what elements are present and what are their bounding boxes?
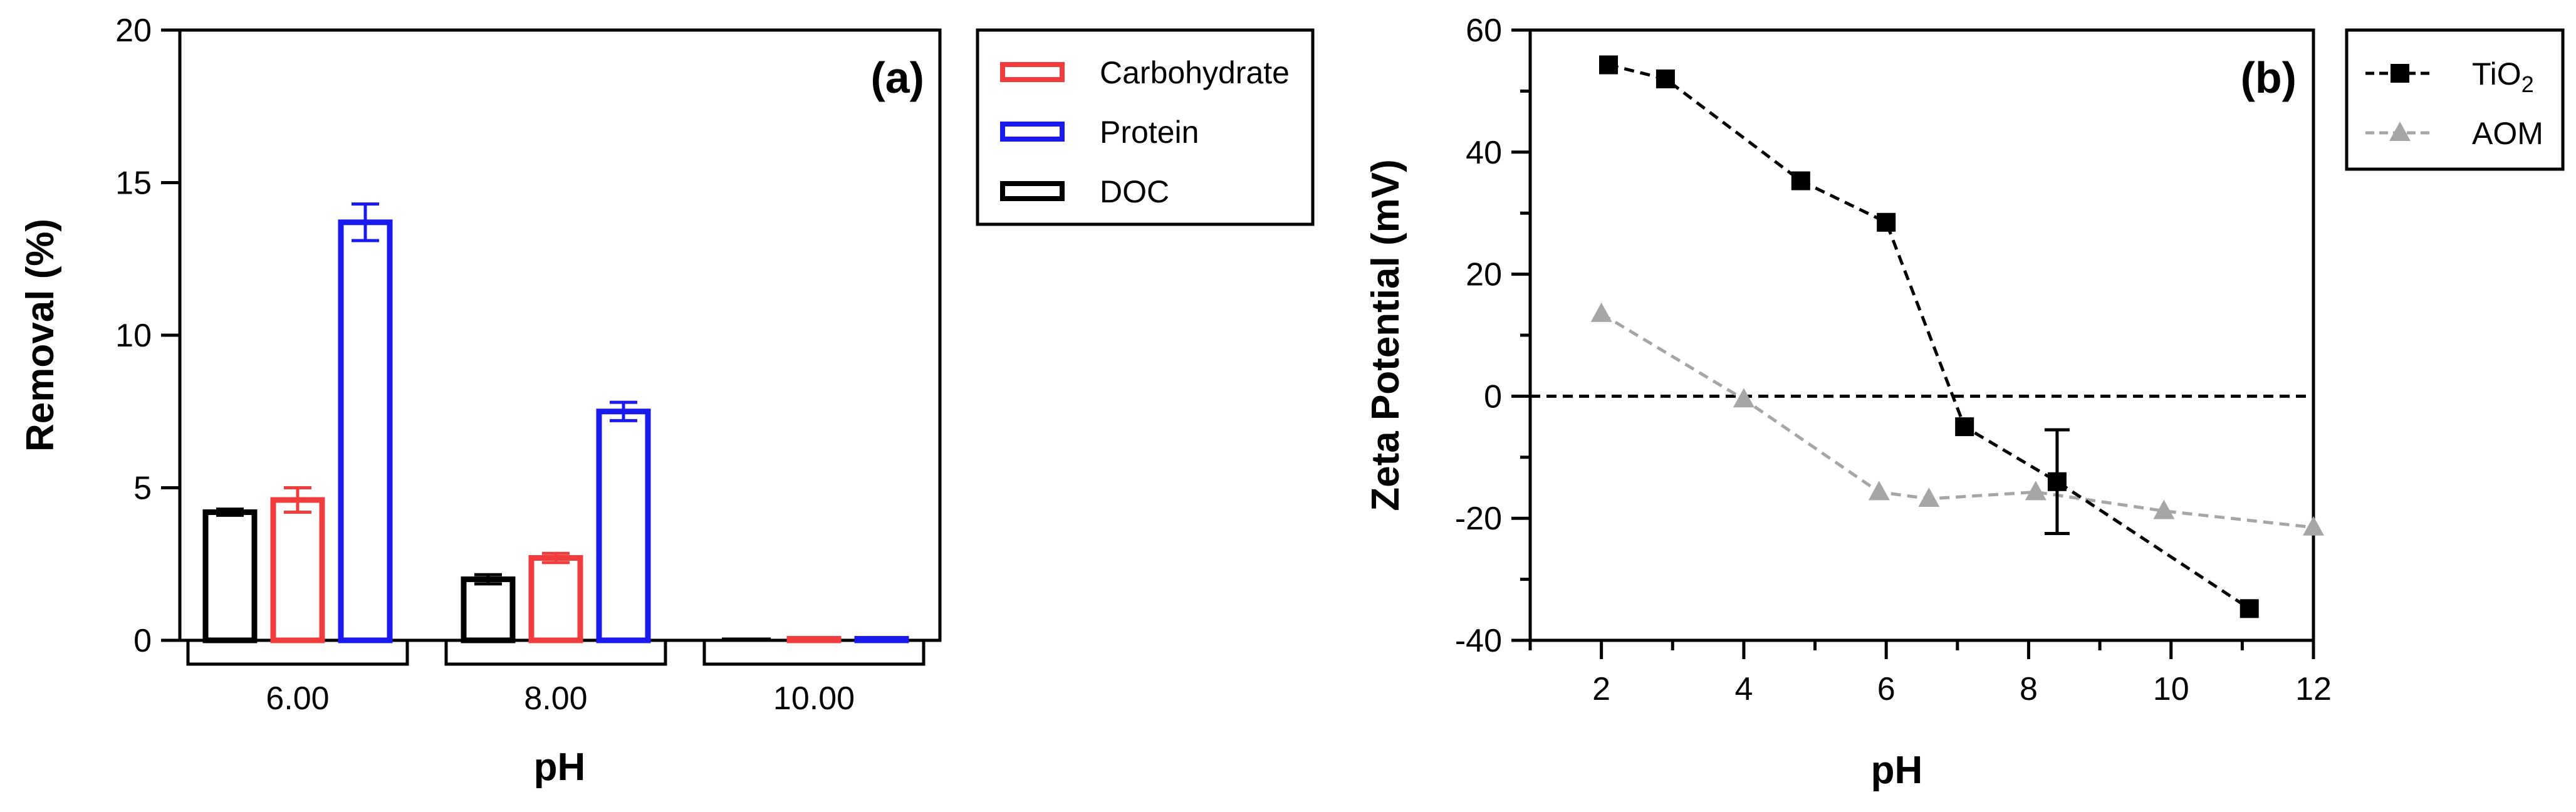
legend-label-text: AOM (2472, 116, 2543, 151)
panel-b: -40 -20 0 20 40 60 2 4 6 8 10 12 Zeta Potential (mV)… (1364, 13, 2565, 792)
bar-carbohydrate (786, 636, 842, 643)
legend-label-doc: DOC (1100, 174, 1169, 209)
bar-doc (202, 509, 258, 643)
panel-a: 0 5 10 15 20 Removal (%) (a) 6.00 8.00 10.00 pH Car… (19, 13, 1315, 789)
y-tick-label-b: 40 (1466, 135, 1502, 171)
x-tick-label-a: 10.00 (773, 680, 855, 717)
marker-tio (1599, 55, 1618, 75)
legend-label-carbohydrate: Carbohydrate (1100, 55, 1290, 90)
y-tick-label-a: 15 (115, 165, 152, 202)
y-tick-label-b: 0 (1484, 378, 1502, 415)
marker-tio (1656, 69, 1675, 88)
y-tick-label-b: 60 (1466, 13, 1502, 49)
x-tick-label-b: 12 (2295, 671, 2332, 707)
legend-label-subscript: 2 (2521, 71, 2534, 97)
marker-tio (2047, 472, 2067, 491)
marker-tio (1955, 417, 1974, 437)
x-tick-label-b: 10 (2153, 671, 2189, 707)
y-tick-label-b: -20 (1455, 501, 1502, 537)
marker-aom (1733, 388, 1755, 408)
group-bracket (702, 640, 926, 666)
panel-label-a: (a) (870, 53, 924, 102)
x-axis-label-b: pH (1871, 749, 1923, 792)
x-tick-label-b: 8 (2020, 671, 2038, 707)
legend-label-text: TiO (2472, 56, 2521, 91)
group-bracket (186, 640, 409, 666)
legend-marker-aom (2389, 122, 2411, 141)
marker-tio (1791, 171, 1810, 190)
legend-b (2345, 28, 2565, 171)
y-axis-label-b: Zeta Potential (mV) (1364, 159, 1407, 511)
bar-protein (338, 219, 393, 643)
marker-aom (1868, 481, 1890, 501)
bar-protein (596, 409, 651, 643)
plot-frame-b (1528, 28, 2315, 642)
legend-label-tio: TiO2 (2472, 56, 2534, 97)
marker-aom (2303, 516, 2324, 536)
y-axis-label-a: Removal (%) (19, 219, 62, 452)
x-tick-label-b: 4 (1734, 671, 1753, 707)
bar-carbohydrate (270, 497, 325, 643)
legend-marker-tio (2391, 64, 2409, 83)
bar-protein (854, 636, 909, 643)
legend-swatch-doc (1000, 181, 1065, 201)
marker-aom (1918, 487, 1940, 508)
legend-label-aom: AOM (2472, 116, 2543, 151)
y-tick-label-b: -40 (1455, 623, 1502, 659)
x-tick-label-b: 6 (1877, 671, 1895, 707)
y-tick-label-b: 20 (1466, 257, 1502, 293)
legend-label-protein: Protein (1100, 115, 1199, 150)
y-tick-label-a: 20 (115, 13, 152, 49)
legend-swatch-protein (1000, 122, 1065, 142)
marker-aom (2153, 499, 2175, 519)
x-axis-label-a: pH (534, 746, 586, 789)
marker-aom (1590, 302, 1612, 322)
x-tick-label-a: 8.00 (524, 680, 587, 717)
marker-tio (1877, 212, 1896, 232)
group-bracket (444, 640, 667, 666)
series-line-tio (1608, 63, 2251, 610)
bar-doc (461, 576, 516, 643)
panel-label-b: (b) (2241, 53, 2297, 102)
marker-aom (2025, 481, 2047, 501)
bar-carbohydrate (528, 555, 583, 643)
marker-tio (2240, 599, 2259, 618)
legend-swatch-carbohydrate (1000, 62, 1065, 82)
y-tick-label-a: 5 (133, 471, 152, 507)
y-tick-label-a: 0 (133, 623, 152, 659)
x-tick-label-a: 6.00 (266, 680, 329, 717)
y-tick-label-a: 10 (115, 318, 152, 354)
x-tick-label-b: 2 (1592, 671, 1610, 707)
